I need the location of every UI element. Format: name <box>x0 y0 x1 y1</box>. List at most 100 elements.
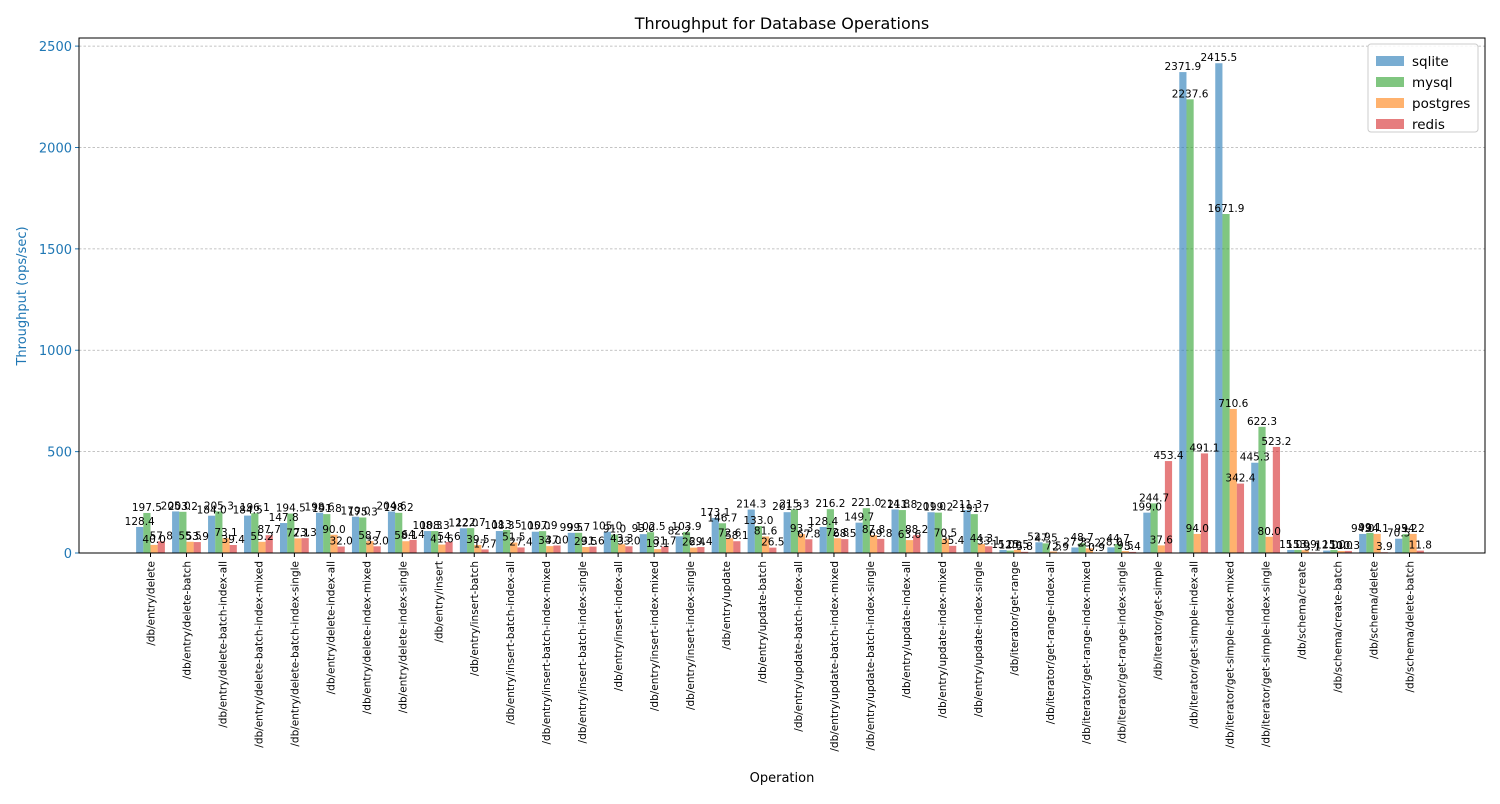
data-label: 2237.6 <box>1172 88 1209 100</box>
bar-postgres <box>258 542 265 553</box>
data-label: 27.4 <box>509 536 533 548</box>
data-label: 1671.9 <box>1208 203 1245 215</box>
data-label: 128.4 <box>125 516 155 528</box>
y-tick-label: 0 <box>64 547 72 562</box>
data-label: 88.2 <box>905 524 928 536</box>
bar-sqlite <box>1215 63 1222 553</box>
legend-swatch-postgres <box>1376 98 1404 108</box>
data-label: 710.6 <box>1218 398 1248 410</box>
data-label: 94.1 <box>1365 523 1388 535</box>
y-tick-label: 2500 <box>39 40 72 55</box>
bar-mysql <box>1186 99 1193 553</box>
legend-swatch-redis <box>1376 119 1404 129</box>
x-tick-label: /db/entry/delete-batch-index-all <box>217 561 229 728</box>
bar-postgres <box>151 545 158 553</box>
x-tick-label: /db/entry/delete-batch-index-mixed <box>253 561 265 748</box>
data-label: 205.3 <box>204 500 234 512</box>
data-label: 215.3 <box>779 498 809 510</box>
data-label: 175.3 <box>348 506 378 518</box>
bar-redis <box>877 539 884 553</box>
x-tick-label: /db/entry/delete <box>146 561 158 646</box>
data-label: 453.4 <box>1153 450 1183 462</box>
legend-label-postgres: postgres <box>1412 96 1470 112</box>
axes-layer: 05001000150020002500/db/entry/delete/db/… <box>39 38 1485 752</box>
chart-title: Throughput for Database Operations <box>634 14 930 33</box>
y-tick-label: 2000 <box>39 141 72 156</box>
data-label: 211.8 <box>887 499 917 511</box>
bar-postgres <box>1158 545 1165 553</box>
bar-redis <box>733 541 740 553</box>
x-tick-label: /db/entry/insert-batch-index-all <box>505 561 517 725</box>
data-label: 203.2 <box>168 501 198 513</box>
bar-postgres <box>1266 537 1273 553</box>
data-label: 191.7 <box>959 503 989 515</box>
data-label: 31.6 <box>581 536 605 548</box>
x-tick-label: /db/entry/update-index-single <box>973 561 985 717</box>
data-label: 113.5 <box>492 519 522 531</box>
x-tick-label: /db/iterator/get-simple-index-mixed <box>1225 561 1237 748</box>
bar-sqlite <box>1359 534 1366 553</box>
bar-sqlite <box>963 510 970 553</box>
x-tick-label: /db/entry/insert-index-all <box>613 561 625 691</box>
data-label: 29.4 <box>689 536 713 548</box>
data-label: 197.5 <box>132 502 162 514</box>
bar-sqlite <box>1143 513 1150 553</box>
data-label: 128.4 <box>808 516 838 528</box>
bar-postgres <box>186 542 193 553</box>
data-label: 69.8 <box>869 528 892 540</box>
bar-redis <box>1201 453 1208 553</box>
x-tick-label: /db/iterator/get-range-index-single <box>1117 561 1129 743</box>
data-label: 33.0 <box>617 535 640 547</box>
data-label: 149.7 <box>844 512 874 524</box>
x-axis-label: Operation <box>750 771 815 786</box>
x-tick-label: /db/entry/update-batch-index-mixed <box>829 561 841 752</box>
y-axis-label: Throughput (ops/sec) <box>15 226 30 366</box>
data-label: 53.9 <box>186 531 209 543</box>
data-label: 146.7 <box>707 512 737 524</box>
data-label: 68.5 <box>833 528 856 540</box>
x-tick-label: /db/entry/update-index-all <box>901 561 913 698</box>
x-tick-label: /db/schema/delete-batch <box>1405 561 1417 692</box>
bar-redis <box>841 539 848 553</box>
data-label: 57.8 <box>150 530 173 542</box>
data-label: 221.0 <box>851 497 881 509</box>
data-label: 99.7 <box>567 522 590 534</box>
data-label: 102.5 <box>635 521 665 533</box>
x-tick-label: /db/schema/create-batch <box>1333 561 1345 693</box>
x-tick-label: /db/iterator/get-simple <box>1153 561 1165 680</box>
data-label: 2371.9 <box>1165 61 1202 73</box>
x-tick-label: /db/iterator/get-simple-index-single <box>1261 561 1273 747</box>
legend-swatch-mysql <box>1376 77 1404 87</box>
data-label: 244.7 <box>1139 492 1169 504</box>
x-tick-label: /db/entry/delete-batch-index-single <box>289 561 301 747</box>
bar-redis <box>302 538 309 553</box>
bar-redis <box>374 546 381 553</box>
bar-redis <box>194 542 201 553</box>
data-label: 2415.5 <box>1200 52 1237 64</box>
data-label: 90.0 <box>322 524 345 536</box>
legend-label-redis: redis <box>1412 117 1445 133</box>
data-label: 39.4 <box>222 534 246 546</box>
bar-postgres <box>438 545 445 553</box>
data-label: 37.0 <box>545 534 568 546</box>
x-tick-label: /db/entry/update-batch-index-all <box>793 561 805 732</box>
x-tick-label: /db/entry/update-batch-index-single <box>865 561 877 751</box>
data-label: 58.1 <box>725 530 748 542</box>
y-tick-label: 500 <box>47 446 72 461</box>
x-tick-label: /db/entry/insert-batch-index-single <box>577 561 589 743</box>
y-tick-label: 1500 <box>39 243 72 258</box>
x-tick-label: /db/schema/delete <box>1369 561 1381 659</box>
x-tick-label: /db/iterator/get-simple-index-all <box>1189 561 1201 728</box>
data-label: 214.3 <box>736 499 766 511</box>
data-label: 32.0 <box>329 536 352 548</box>
data-label: 11.8 <box>1409 540 1432 552</box>
x-tick-label: /db/entry/insert-batch-index-mixed <box>541 561 553 745</box>
x-tick-label: /db/entry/delete-batch <box>181 561 193 679</box>
data-label: 216.2 <box>815 498 845 510</box>
data-labels-layer: 128.4197.540.057.8205.0203.255.553.9184.… <box>125 52 1432 554</box>
data-label: 622.3 <box>1247 416 1277 428</box>
data-label: 54.6 <box>437 531 461 543</box>
bar-redis <box>1237 484 1244 553</box>
